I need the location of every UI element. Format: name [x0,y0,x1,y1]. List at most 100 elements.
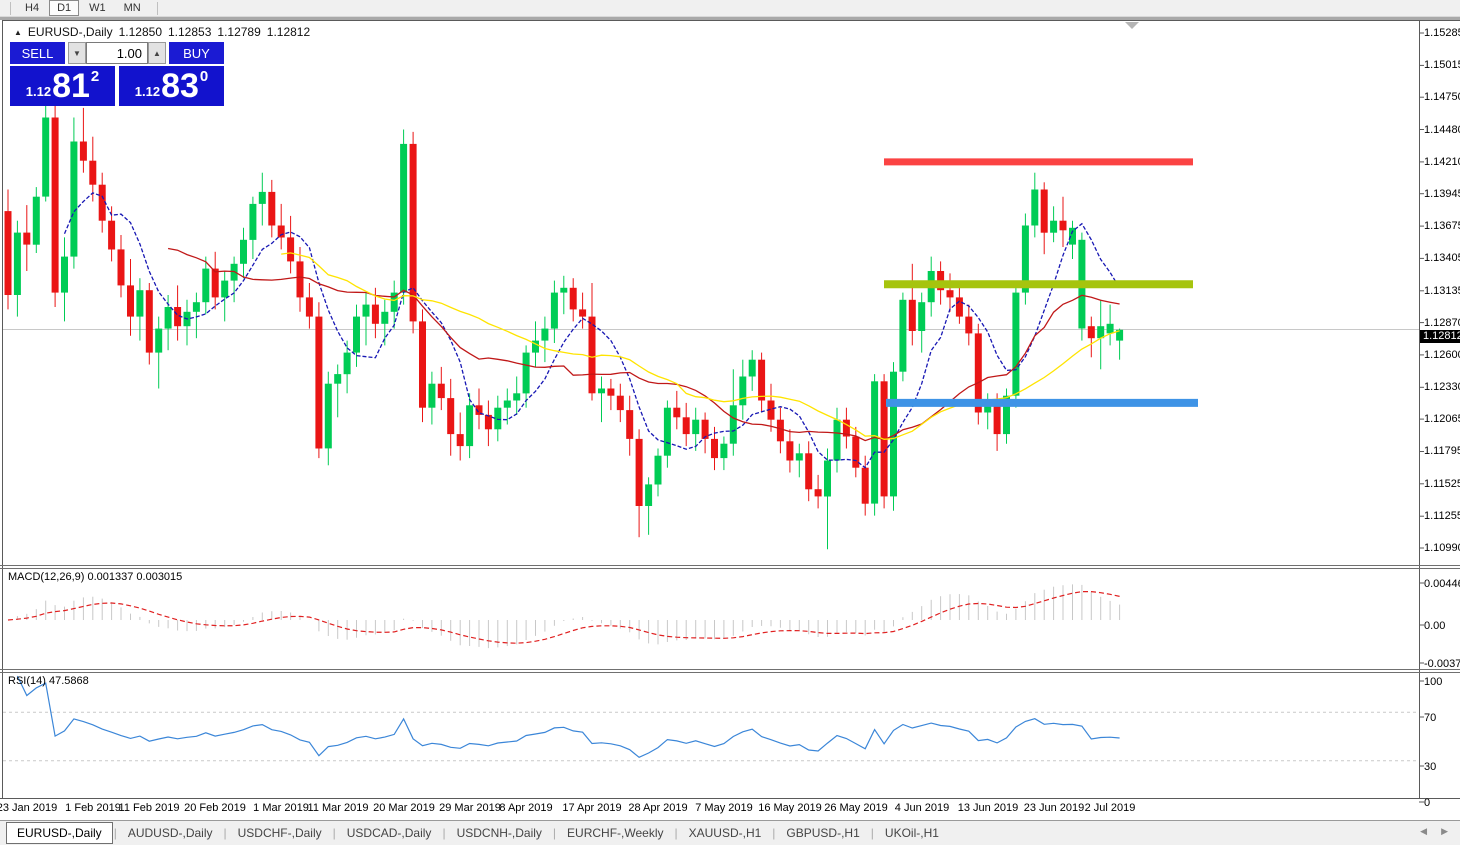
symbol-tab-USDCNH-Daily[interactable]: USDCNH-,Daily [456,826,542,840]
rsi-axis-label: 100 [1424,676,1443,688]
date-axis-label: 23 Jan 2019 [0,802,58,814]
symbol-tab-EURUSD-Daily[interactable]: EURUSD-,Daily [6,822,113,844]
symbol-tab-EURCHF-Weekly[interactable]: EURCHF-,Weekly [567,826,664,840]
tab-separator: | [772,826,776,840]
chart-border-top [2,20,1460,21]
tab-separator: | [113,826,117,840]
tab-scroll-left-icon[interactable]: ◀ [1420,826,1428,836]
rsi-axis-label: 70 [1424,712,1437,724]
macd-signal-line [7,591,1120,644]
tab-separator: | [674,826,678,840]
price-axis-label: 1.10990 [1424,542,1460,554]
price-axis-label: 1.14210 [1424,156,1460,168]
timeframe-button-W1[interactable]: W1 [89,2,106,14]
date-axis-label: 13 Jun 2019 [957,802,1019,814]
volume-input[interactable] [86,42,148,64]
date-axis-label: 26 May 2019 [824,802,888,814]
rsi-axis-label: 30 [1424,761,1437,773]
symbol-tab-USDCAD-Daily[interactable]: USDCAD-,Daily [346,826,432,840]
buy-price-panel[interactable]: 1.12 83 0 [119,66,224,106]
price-axis-label: 1.15015 [1424,59,1460,71]
buy-price-digits: 83 [161,67,199,105]
date-axis-label: 2 Jul 2019 [1084,802,1136,814]
macd-axis-label: -0.003715 [1424,658,1460,670]
price-axis-label: 1.14480 [1424,124,1460,136]
sell-price-prefix: 1.12 [25,84,52,99]
symbol-tab-USDCHF-Daily[interactable]: USDCHF-,Daily [237,826,322,840]
tab-separator: | [442,826,446,840]
sell-price-digits: 81 [52,67,90,105]
date-axis-label: 11 Feb 2019 [118,802,180,814]
symbol-name: EURUSD-,Daily [27,25,113,39]
price-axis-label: 1.12330 [1424,381,1460,393]
macd-axis-label: 0.00 [1424,620,1446,632]
price-axis-label: 1.11795 [1424,445,1460,457]
tab-separator: | [332,826,336,840]
rsi-label: RSI(14) 47.5868 [8,675,89,687]
macd-splitter[interactable] [0,568,1460,569]
date-axis-label: 23 Jun 2019 [1023,802,1085,814]
date-axis-label: 1 Mar 2019 [253,802,309,814]
symbol-tab-GBPUSD-H1[interactable]: GBPUSD-,H1 [786,826,860,840]
date-axis-label: 1 Feb 2019 [65,802,121,814]
price-axis-label: 1.13675 [1424,220,1460,232]
rsi-axis-label: 0 [1424,797,1431,809]
price-axis-label: 1.11525 [1424,478,1460,490]
macd-splitter[interactable] [0,565,1460,566]
chart-border-left [2,20,3,799]
buy-price-pip: 0 [199,68,209,85]
date-axis-label: 7 May 2019 [695,802,753,814]
rsi-splitter[interactable] [0,669,1460,670]
rsi-border-bottom [0,798,1460,799]
moving-average-30 [281,252,1120,440]
symbol-tab-bar: EURUSD-,Daily | AUDUSD-,Daily | USDCHF-,Dail… [0,820,1460,845]
sell-button[interactable]: SELL [10,42,65,64]
rsi-splitter[interactable] [0,672,1460,673]
buy-button[interactable]: BUY [169,42,224,64]
date-axis-label: 28 Apr 2019 [628,802,688,814]
quote-open: 1.12850 [118,25,162,39]
timeframe-button-D1[interactable]: D1 [49,0,80,16]
toolbar-divider [10,1,11,15]
buy-price-prefix: 1.12 [134,84,161,99]
moving-average-18 [167,247,1120,442]
tab-separator: | [223,826,227,840]
current-price-badge: 1.12812 [1420,330,1460,343]
timeframe-button-MN[interactable]: MN [123,2,141,14]
one-click-trading-widget: SELL ▼ ▲ BUY 1.12 81 2 1.12 83 0 [10,42,224,106]
volume-decrease-button[interactable]: ▼ [68,42,86,64]
tab-scroll-right-icon[interactable]: ▶ [1441,826,1448,836]
chart-title: ▲ EURUSD-,Daily 1.12850 1.12853 1.12789 … [14,25,310,39]
price-axis-label: 1.12065 [1424,413,1460,425]
symbol-tab-AUDUSD-Daily[interactable]: AUDUSD-,Daily [127,826,213,840]
sell-price-pip: 2 [90,68,100,85]
price-axis-label: 1.13945 [1424,188,1460,200]
date-axis-label: 11 Mar 2019 [307,802,369,814]
date-axis-label: 29 Mar 2019 [439,802,501,814]
date-axis-label: 17 Apr 2019 [562,802,622,814]
volume-increase-button[interactable]: ▲ [148,42,166,64]
date-axis-label: 20 Feb 2019 [184,802,246,814]
price-axis-label: 1.13405 [1424,252,1460,264]
toolbar-divider [156,1,158,15]
price-axis-label: 1.13135 [1424,285,1460,297]
price-axis-label: 1.12600 [1424,349,1460,361]
toolbar-separator-strip [0,17,1460,20]
macd-axis-label: 0.004465 [1424,578,1460,590]
quote-high: 1.12853 [168,25,212,39]
symbol-tab-UKOil-H1[interactable]: UKOil-,H1 [884,826,939,840]
sell-price-panel[interactable]: 1.12 81 2 [10,66,115,106]
rsi-line [16,675,1120,758]
timeframe-button-H4[interactable]: H4 [25,2,40,14]
collapse-triangle-icon[interactable]: ▲ [14,27,22,37]
quote-low: 1.12789 [217,25,261,39]
moving-average-7 [63,192,1121,469]
price-axis-label: 1.14750 [1424,91,1460,103]
tab-separator: | [870,826,874,840]
price-axis-label: 1.11255 [1424,510,1460,522]
date-axis-label: 8 Apr 2019 [499,802,553,814]
symbol-tab-XAUUSD-H1[interactable]: XAUUSD-,H1 [688,826,762,840]
chart-shift-marker-icon[interactable] [1125,22,1139,29]
